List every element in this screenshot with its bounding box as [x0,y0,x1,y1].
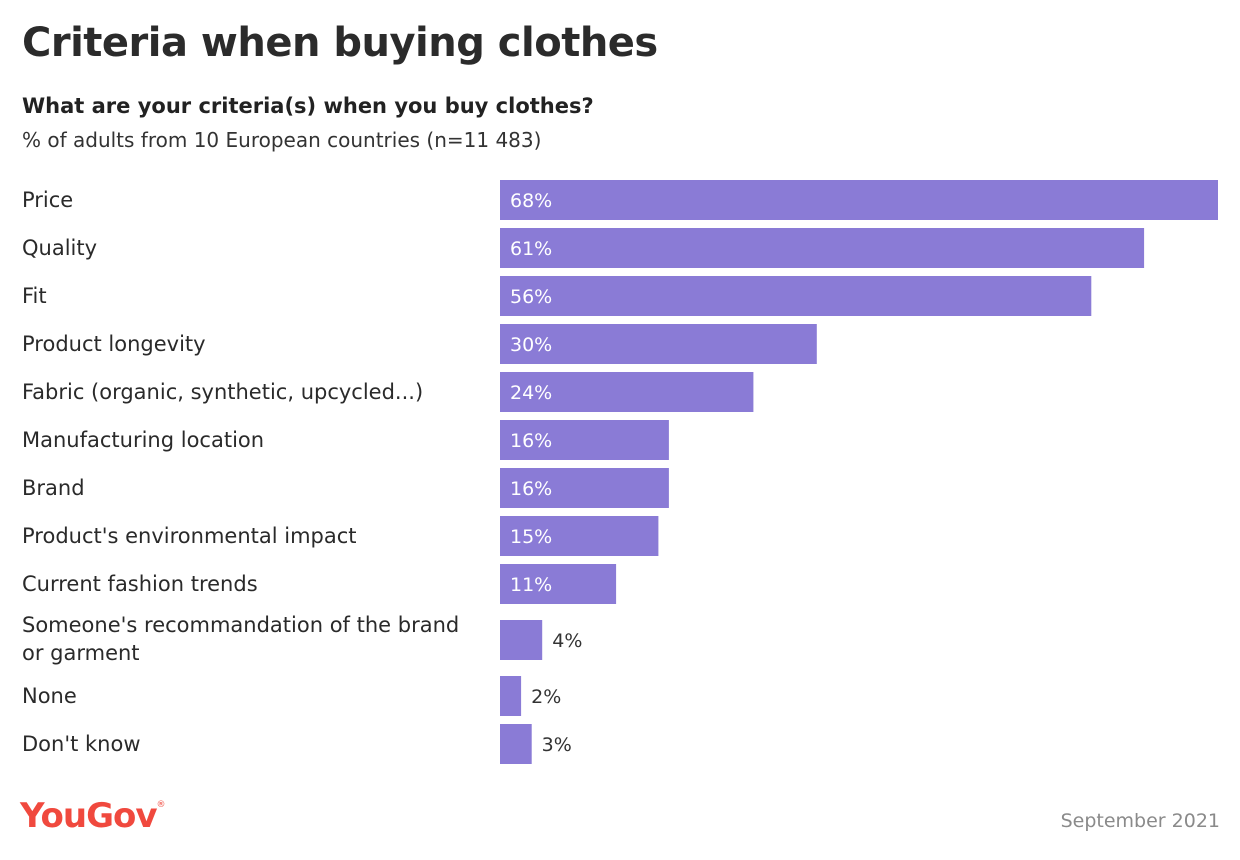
value-label: 56% [510,286,552,308]
category-label: Someone's recommandation of the brand or … [22,613,459,665]
yougov-logo: YouGov® [20,796,166,836]
bar [500,564,617,604]
value-label: 61% [510,238,552,260]
category-label: Manufacturing location [22,428,264,452]
chart-base-note: % of adults from 10 European countries (… [22,128,542,152]
bar [500,676,522,716]
bar [500,324,817,364]
logo-text: YouGov [20,796,157,836]
category-label: Brand [22,476,85,500]
category-label: Fabric (organic, synthetic, upcycled...) [22,380,423,404]
value-label: 24% [510,382,552,404]
bar [500,516,659,556]
category-label: Quality [22,236,97,260]
value-label: 4% [552,630,582,652]
category-label: Product's environmental impact [22,524,357,548]
category-label: None [22,684,77,708]
category-label: Price [22,188,73,212]
bar [500,420,669,460]
category-label: Fit [22,284,47,308]
bar [500,276,1092,316]
bar [500,228,1145,268]
value-label: 30% [510,334,552,356]
category-label: Product longevity [22,332,206,356]
bar [500,620,543,660]
bar [500,180,1218,220]
bar-chart: Price 68% Quality 61% Fit 56% Product longevit… [22,180,1218,764]
value-label: 68% [510,190,552,212]
value-label: 16% [510,478,552,500]
value-label: 11% [510,574,552,596]
value-label: 16% [510,430,552,452]
chart-subtitle: What are your criteria(s) when you buy c… [22,94,594,118]
bar [500,724,532,764]
value-label: 3% [542,734,572,756]
chart-title: Criteria when buying clothes [22,20,658,66]
bar [500,468,669,508]
logo-registered-mark: ® [156,800,166,810]
bar [500,372,754,412]
category-label: Current fashion trends [22,572,258,596]
chart-date: September 2021 [1060,810,1220,832]
value-label: 15% [510,526,552,548]
category-label: Don't know [22,732,141,756]
value-label: 2% [531,686,561,708]
